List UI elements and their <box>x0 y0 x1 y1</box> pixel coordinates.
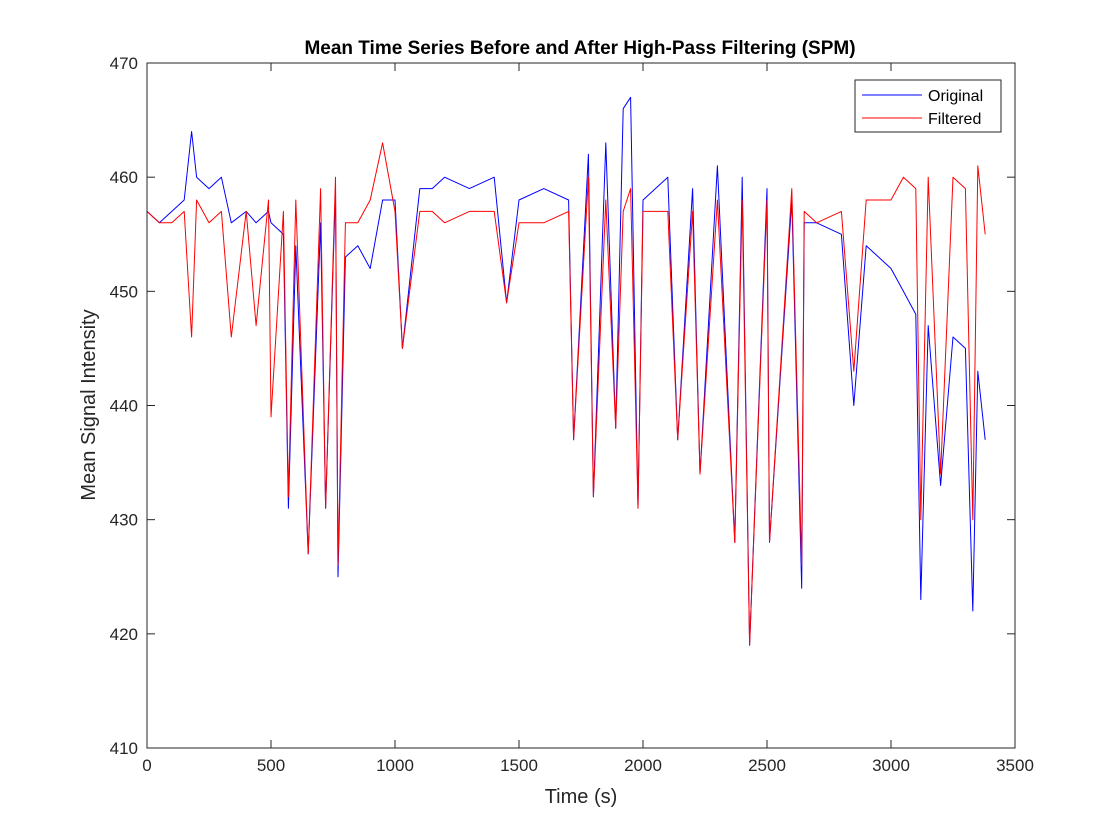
x-tick-label: 3000 <box>872 756 910 775</box>
y-tick-label: 410 <box>110 739 138 758</box>
y-tick-label: 450 <box>110 282 138 301</box>
y-tick-label: 420 <box>110 625 138 644</box>
x-tick-label: 2000 <box>624 756 662 775</box>
y-tick-label: 440 <box>110 397 138 416</box>
legend: Original Filtered <box>854 79 1002 133</box>
legend-box <box>854 79 1002 133</box>
x-tick-label: 1000 <box>376 756 414 775</box>
y-tick-label: 460 <box>110 168 138 187</box>
y-axis: 410 420 430 440 450 460 470 <box>110 54 1015 758</box>
y-tick-label: 430 <box>110 511 138 530</box>
x-tick-label: 500 <box>257 756 285 775</box>
legend-label-filtered: Filtered <box>928 111 981 128</box>
chart-title: Mean Time Series Before and After High-P… <box>304 38 855 59</box>
plot-area <box>147 63 1015 748</box>
series-line-filtered <box>146 142 986 646</box>
y-axis-label: Mean Signal Intensity <box>78 309 100 500</box>
y-tick-label: 470 <box>110 54 138 73</box>
x-axis-label: Time (s) <box>545 786 618 808</box>
x-axis: 0 500 1000 1500 2000 2500 3000 3500 <box>142 63 1034 775</box>
x-tick-label: 1500 <box>500 756 538 775</box>
series-layer <box>146 96 986 646</box>
x-tick-label: 0 <box>142 756 151 775</box>
legend-label-original: Original <box>928 88 983 105</box>
x-tick-label: 2500 <box>748 756 786 775</box>
x-tick-label: 3500 <box>996 756 1034 775</box>
